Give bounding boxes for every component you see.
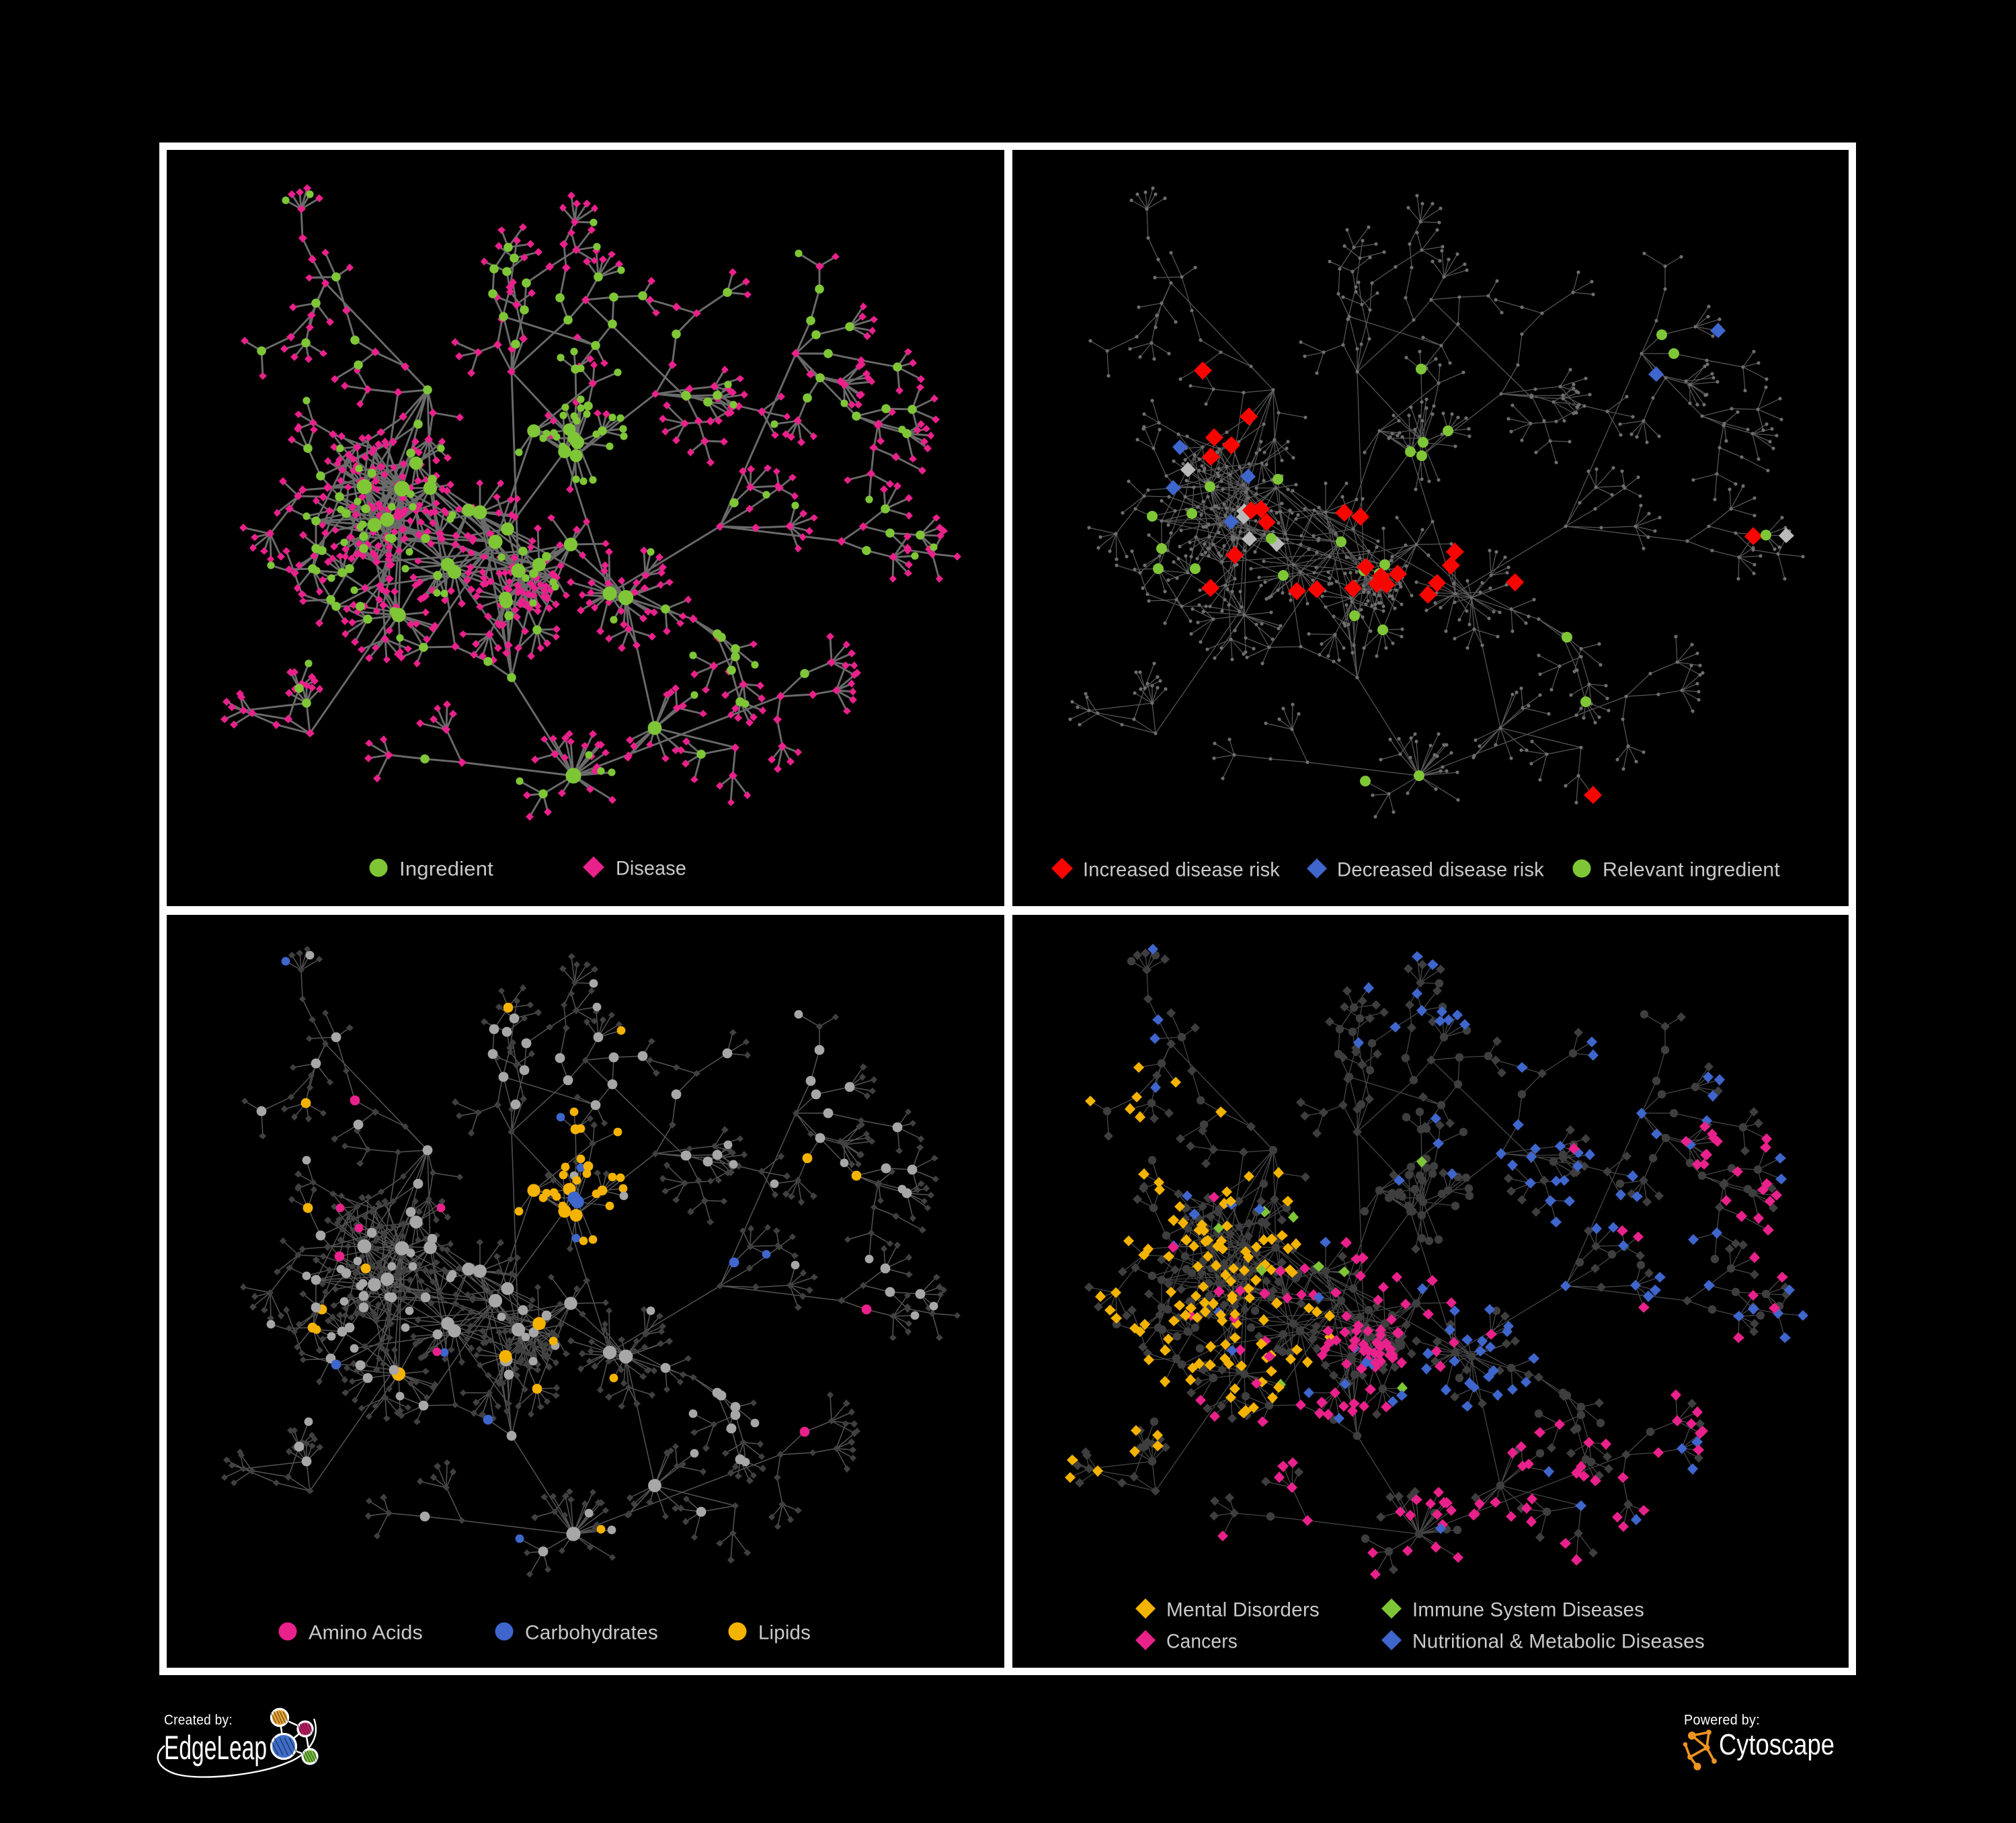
svg-text:Cancers: Cancers bbox=[1166, 1631, 1238, 1653]
svg-text:Cytoscape: Cytoscape bbox=[1719, 1728, 1834, 1761]
svg-text:EdgeLeap: EdgeLeap bbox=[164, 1729, 267, 1767]
svg-text:Disease: Disease bbox=[616, 858, 686, 880]
svg-text:Relevant ingredient: Relevant ingredient bbox=[1603, 859, 1780, 881]
svg-text:Nutritional & Metabolic Diseas: Nutritional & Metabolic Diseases bbox=[1412, 1631, 1705, 1653]
svg-text:Powered by:: Powered by: bbox=[1684, 1713, 1760, 1728]
svg-text:Carbohydrates: Carbohydrates bbox=[525, 1622, 658, 1644]
svg-text:Increased disease risk: Increased disease risk bbox=[1083, 859, 1281, 881]
svg-text:Amino Acids: Amino Acids bbox=[309, 1622, 423, 1644]
svg-text:Lipids: Lipids bbox=[758, 1622, 811, 1644]
svg-text:Immune System Diseases: Immune System Diseases bbox=[1412, 1599, 1644, 1621]
svg-text:Created by:: Created by: bbox=[164, 1713, 233, 1728]
svg-text:Decreased disease risk: Decreased disease risk bbox=[1337, 859, 1545, 881]
svg-text:Mental Disorders: Mental Disorders bbox=[1166, 1599, 1320, 1621]
svg-text:Ingredient: Ingredient bbox=[399, 858, 493, 881]
